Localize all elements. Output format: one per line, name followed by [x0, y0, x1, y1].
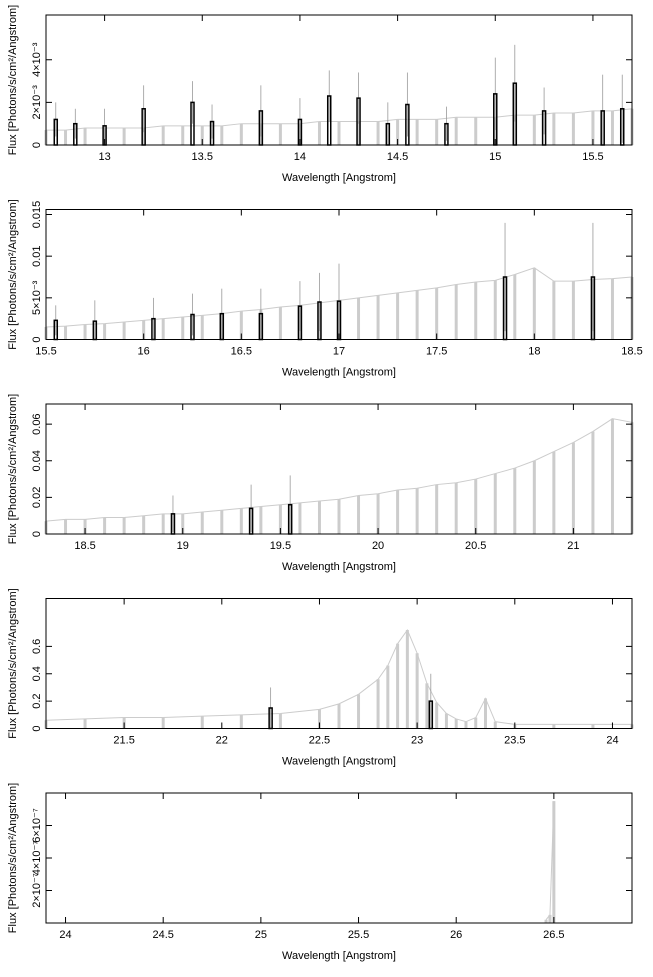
y-tick-label: 0.6 — [31, 639, 43, 654]
model-line — [45, 418, 633, 522]
x-tick-label: 26.5 — [543, 929, 564, 941]
x-tick-label: 22 — [216, 735, 228, 747]
y-tick-label: 0.4 — [31, 666, 43, 681]
y-tick-label: 0 — [31, 531, 43, 537]
x-tick-label: 14.5 — [387, 151, 408, 163]
x-tick-label: 26 — [450, 929, 462, 941]
x-tick-label: 20 — [372, 540, 384, 552]
x-tick-label: 13 — [98, 151, 110, 163]
x-tick-label: 13.5 — [192, 151, 213, 163]
plot-frame — [45, 403, 633, 535]
x-axis-label: Wavelength [Angstrom] — [282, 172, 396, 184]
y-tick-label: 0.2 — [31, 693, 43, 708]
y-tick-label: 2×10⁻⁷ — [31, 873, 43, 908]
x-tick-label: 15.5 — [582, 151, 603, 163]
y-tick-label: 5×10⁻³ — [31, 280, 43, 315]
model-line — [45, 628, 632, 725]
x-tick-label: 19.5 — [270, 540, 291, 552]
plot-frame — [45, 598, 633, 729]
x-tick-label: 23 — [411, 735, 423, 747]
x-tick-label: 20.5 — [465, 540, 486, 552]
x-axis-label: Wavelength [Angstrom] — [282, 950, 396, 962]
x-tick-label: 15.5 — [35, 346, 56, 358]
x-axis-label: Wavelength [Angstrom] — [282, 561, 396, 573]
x-tick-label: 21 — [567, 540, 579, 552]
x-axis-label: Wavelength [Angstrom] — [282, 367, 396, 379]
x-tick-label: 15 — [489, 151, 501, 163]
x-tick-label: 24 — [59, 929, 71, 941]
x-tick-label: 18.5 — [74, 540, 95, 552]
y-tick-label: 0.06 — [31, 413, 43, 434]
y-axis-label: Flux [Photons/s/cm²/Angstrom] — [7, 199, 19, 349]
y-tick-label: 4×10⁻⁷ — [31, 841, 43, 876]
y-tick-label: 0.01 — [31, 245, 43, 266]
x-tick-label: 17 — [333, 346, 345, 358]
plot-frame — [45, 14, 633, 146]
x-tick-label: 24 — [606, 735, 618, 747]
x-tick-label: 22.5 — [309, 735, 330, 747]
x-tick-label: 16 — [138, 346, 150, 358]
x-tick-label: 16.5 — [231, 346, 252, 358]
x-tick-label: 18.5 — [621, 346, 642, 358]
y-tick-label: 0 — [31, 725, 43, 731]
y-tick-label: 6×10⁻⁷ — [31, 808, 43, 843]
y-tick-label: 0 — [31, 336, 43, 342]
x-tick-label: 21.5 — [113, 735, 134, 747]
x-tick-label: 18 — [528, 346, 540, 358]
x-tick-label: 17.5 — [426, 346, 447, 358]
plot-frame — [45, 792, 633, 924]
x-tick-label: 14 — [294, 151, 306, 163]
x-tick-label: 23.5 — [504, 735, 525, 747]
y-tick-label: 4×10⁻³ — [31, 42, 43, 77]
x-axis-label: Wavelength [Angstrom] — [282, 756, 396, 768]
y-axis-label: Flux [Photons/s/cm²/Angstrom] — [7, 588, 19, 738]
x-tick-label: 25.5 — [348, 929, 369, 941]
y-tick-label: 2×10⁻³ — [31, 85, 43, 120]
y-tick-label: 0.015 — [31, 201, 43, 229]
y-axis-label: Flux [Photons/s/cm²/Angstrom] — [7, 394, 19, 544]
y-tick-label: 0.02 — [31, 487, 43, 508]
x-tick-label: 25 — [255, 929, 267, 941]
x-tick-label: 24.5 — [152, 929, 173, 941]
y-axis-label: Flux [Photons/s/cm²/Angstrom] — [7, 783, 19, 933]
y-axis-label: Flux [Photons/s/cm²/Angstrom] — [7, 5, 19, 155]
y-tick-label: 0.04 — [31, 450, 43, 471]
x-tick-label: 19 — [177, 540, 189, 552]
model-line — [545, 801, 555, 921]
y-tick-label: 0 — [31, 142, 43, 148]
